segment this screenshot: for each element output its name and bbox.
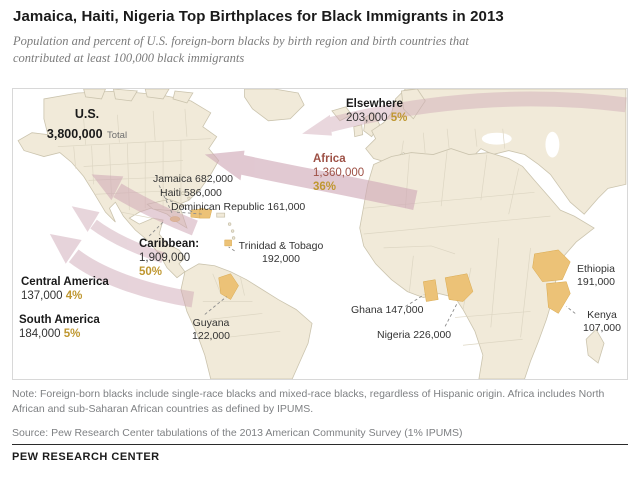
label-elsewhere: Elsewhere 203,000 5% (346, 98, 408, 125)
landmasses (17, 89, 627, 379)
highlight-kenya (546, 281, 571, 314)
leader-kenya (566, 306, 576, 314)
leader-trinidad (228, 246, 235, 252)
south-america (180, 263, 313, 379)
puerto-rico (216, 212, 226, 218)
caspian-sea (545, 131, 560, 158)
footnote: Note: Foreign-born blacks include single… (12, 388, 605, 415)
label-caribbean: Caribbean: 1,909,000 50% (139, 238, 200, 279)
source-line: Source: Pew Research Center tabulations … (12, 427, 463, 439)
leader-guyana (204, 296, 227, 315)
label-us: U.S. 3,800,000 Total (46, 107, 128, 141)
label-dominican-republic: Dominican Republic 161,000 (171, 201, 306, 213)
greenland (244, 89, 305, 122)
highlight-guyana (218, 273, 239, 300)
flow-arrow-africa (204, 150, 418, 210)
label-trinidad-tobago: Trinidad & Tobago 192,000 (238, 240, 324, 265)
lesser-antilles (231, 236, 236, 240)
highlight-ethiopia (532, 249, 571, 282)
madagascar (585, 328, 605, 364)
label-ethiopia: Ethiopia 191,000 (577, 263, 615, 288)
leader-ghana (405, 294, 425, 307)
label-jamaica: Jamaica 682,000 (153, 173, 233, 185)
label-africa: Africa 1,360,000 36% (313, 153, 365, 194)
flow-arrow-elsewhere (302, 91, 627, 136)
label-nigeria: Nigeria 226,000 (377, 329, 452, 341)
highlight-dominican-republic (199, 207, 213, 219)
brand-footer: PEW RESEARCH CENTER (12, 451, 160, 463)
label-kenya: Kenya 107,000 (583, 309, 621, 334)
leader-lines (148, 185, 576, 327)
world-map (17, 89, 627, 379)
label-guyana: Guyana 122,000 (192, 317, 230, 342)
highlight-nigeria (444, 273, 474, 302)
leader-jamaica (158, 185, 174, 216)
world-map-panel: U.S. 3,800,000 Total Elsewhere 203,000 5… (12, 88, 628, 380)
label-haiti: Haiti 586,000 (160, 187, 222, 199)
footer-divider (12, 444, 628, 445)
flow-arrow-south-america (49, 234, 195, 308)
label-south-america: South America 184,000 5% (19, 314, 100, 341)
africa-continent (359, 148, 595, 379)
highlight-trinidad-tobago (224, 239, 232, 247)
scandinavia (401, 89, 426, 120)
iceland (331, 106, 353, 122)
highlighted-countries (169, 207, 571, 314)
page-subtitle: Population and percent of U.S. foreign-b… (13, 34, 469, 66)
label-ghana: Ghana 147,000 (351, 304, 424, 316)
arctic-islands (83, 89, 194, 104)
leader-nigeria (444, 303, 458, 327)
bahamas (187, 196, 191, 200)
label-central-america: Central America 137,000 4% (21, 276, 109, 303)
lesser-antilles (230, 229, 235, 233)
bahamas (181, 191, 185, 196)
flow-arrow-caribbean (91, 174, 198, 236)
page-title: Jamaica, Haiti, Nigeria Top Birthplaces … (13, 8, 504, 25)
leader-dominican-republic (176, 211, 203, 215)
highlight-ghana (423, 279, 439, 302)
flow-arrow-central-america (71, 206, 165, 264)
black-sea (481, 132, 512, 145)
lesser-antilles (227, 222, 232, 226)
